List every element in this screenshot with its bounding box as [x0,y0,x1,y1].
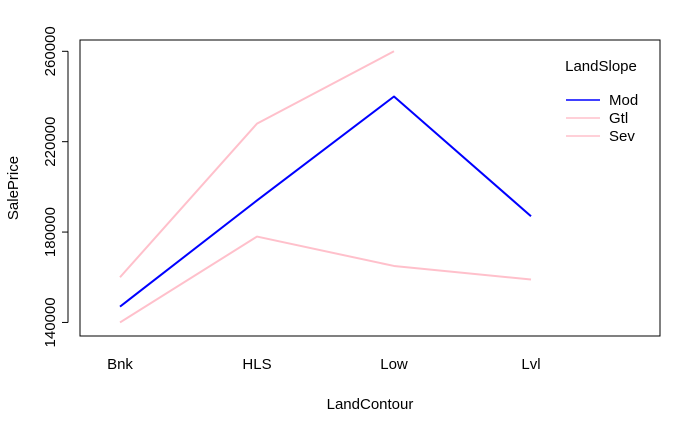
series-line-sev [119,235,532,324]
y-tick-label: 220000 [42,117,59,167]
legend-title: LandSlope [565,58,637,75]
y-tick-label: 260000 [42,26,59,76]
x-axis-title: LandContour [327,396,414,413]
y-tick-label: 140000 [42,297,59,347]
y-axis-title: SalePrice [5,156,22,220]
series-lines [119,50,532,324]
y-axis: 140000 180000 220000 260000 [42,26,69,347]
legend-label-gtl: Gtl [609,110,628,127]
x-tick-label: Low [380,356,408,373]
series-line-mod [119,95,532,308]
x-tick-label: Bnk [107,356,133,373]
x-tick-label: Lvl [521,356,540,373]
plot-frame [79,39,661,337]
legend-label-mod: Mod [609,92,638,109]
x-tick-label: HLS [242,356,271,373]
y-tick-label: 180000 [42,207,59,257]
x-axis: Bnk HLS Low Lvl [107,356,541,373]
legend-label-sev: Sev [609,128,635,145]
series-line-gtl [119,50,395,278]
